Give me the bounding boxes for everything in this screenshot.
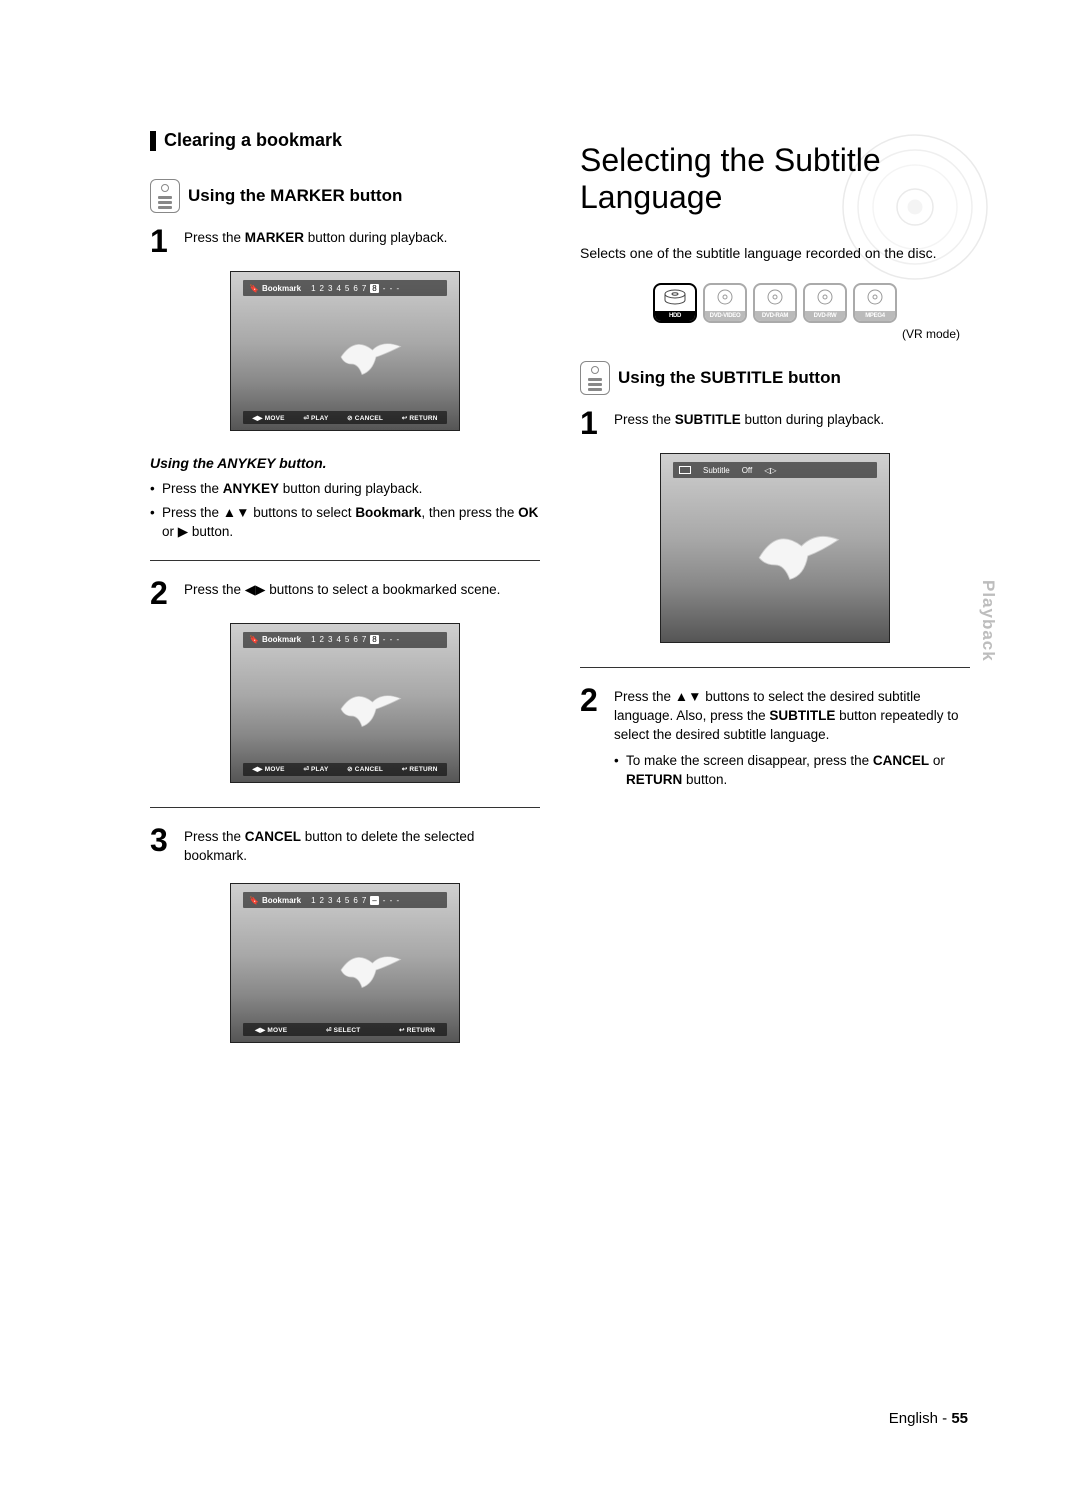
vr-mode-note: (VR mode) <box>580 327 970 341</box>
anykey-subheading: Using the ANYKEY button. <box>150 455 540 471</box>
bullet: Press the ANYKEY button during playback. <box>162 479 540 499</box>
osd-top: 🔖Bookmark 1234567–- - - <box>243 892 447 908</box>
step-number: 1 <box>580 407 604 439</box>
osd-nums: 12345678- - - <box>311 635 400 644</box>
t: CANCEL <box>245 829 301 844</box>
badge-mpeg4: MPEG4 <box>853 283 897 323</box>
bullet: Press the ▲▼ buttons to select Bookmark,… <box>162 503 540 542</box>
bird-graphic <box>334 945 404 995</box>
osd-top: 🔖Bookmark 12345678- - - <box>243 632 447 648</box>
heading-text: Clearing a bookmark <box>164 130 342 151</box>
osd-bottom: ◀▶ MOVE ⏎ PLAY ⊘ CANCEL ↩ RETURN <box>243 763 447 776</box>
osd-top: Subtitle Off ◁▷ <box>673 462 877 478</box>
title-line-2: Language <box>580 179 722 215</box>
section-heading-clearing: Clearing a bookmark <box>150 130 540 151</box>
manual-page: Clearing a bookmark Using the MARKER but… <box>0 0 1080 1127</box>
main-title: Selecting the Subtitle Language <box>580 142 970 216</box>
right-column: Selecting the Subtitle Language Selects … <box>580 130 970 1067</box>
osd-bottom: ◀▶ MOVE ⏎ PLAY ⊘ CANCEL ↩ RETURN <box>243 411 447 424</box>
format-badges: HDD DVD-VIDEO DVD-RAM DVD-RW MPEG4 <box>580 283 970 341</box>
right-step-2: 2 Press the ▲▼ buttons to select the des… <box>580 684 970 794</box>
t: SUBTITLE <box>769 708 835 723</box>
bullet: To make the screen disappear, press the … <box>626 751 970 790</box>
t: button during playback. <box>741 412 884 427</box>
title-line-1: Selecting the Subtitle <box>580 142 881 178</box>
t: SUBTITLE <box>675 412 741 427</box>
bird-graphic <box>752 520 842 590</box>
t: MARKER <box>245 230 304 245</box>
description: Selects one of the subtitle language rec… <box>580 244 970 264</box>
screenshot-bookmark-1: 🔖Bookmark 12345678- - - ◀▶ MOVE ⏎ PLAY ⊘… <box>230 271 460 431</box>
step-body: Press the ◀▶ buttons to select a bookmar… <box>184 577 540 609</box>
footer-sep: - <box>938 1410 951 1427</box>
marker-heading-text: Using the MARKER button <box>188 186 402 206</box>
step-number: 3 <box>150 824 174 870</box>
step-number: 2 <box>150 577 174 609</box>
left-column: Clearing a bookmark Using the MARKER but… <box>150 130 540 1067</box>
step-body: Press the MARKER button during playback. <box>184 225 540 257</box>
bird-graphic <box>334 684 404 734</box>
footer-page: 55 <box>951 1410 968 1427</box>
subtitle-heading-text: Using the SUBTITLE button <box>618 368 841 388</box>
remote-icon <box>580 361 610 395</box>
screenshot-bookmark-2: 🔖Bookmark 12345678- - - ◀▶ MOVE ⏎ PLAY ⊘… <box>230 623 460 783</box>
step-number: 2 <box>580 684 604 794</box>
bird-graphic <box>334 332 404 382</box>
osd-label: Subtitle <box>703 466 730 475</box>
osd-top: 🔖Bookmark 12345678- - - <box>243 280 447 296</box>
osd-bottom: ◀▶ MOVE ⏎ SELECT ↩ RETURN <box>243 1023 447 1036</box>
footer-lang: English <box>889 1410 938 1427</box>
left-step-1: 1 Press the MARKER button during playbac… <box>150 225 540 257</box>
divider <box>150 807 540 808</box>
page-footer: English - 55 <box>0 1410 968 1427</box>
t: button during playback. <box>304 230 447 245</box>
t: Press the <box>614 412 675 427</box>
marker-heading: Using the MARKER button <box>150 179 540 213</box>
badge-dvd-rw: DVD-RW <box>803 283 847 323</box>
remote-icon <box>150 179 180 213</box>
divider <box>580 667 970 668</box>
subtitle-osd-icon <box>679 466 691 474</box>
subtitle-heading: Using the SUBTITLE button <box>580 361 970 395</box>
badge-dvd-ram: DVD-RAM <box>753 283 797 323</box>
osd-label: 🔖Bookmark <box>249 635 301 644</box>
osd-arrows: ◁▷ <box>764 466 776 475</box>
osd-label: 🔖Bookmark <box>249 896 301 905</box>
divider <box>150 560 540 561</box>
osd-nums: 12345678- - - <box>311 284 400 293</box>
badge-dvd-video: DVD-VIDEO <box>703 283 747 323</box>
step-number: 1 <box>150 225 174 257</box>
left-step-2: 2 Press the ◀▶ buttons to select a bookm… <box>150 577 540 609</box>
osd-value: Off <box>742 466 753 475</box>
osd-nums: 1234567–- - - <box>311 896 400 905</box>
t: Press the ◀▶ buttons to select a bookmar… <box>184 581 540 600</box>
t: Press the <box>184 829 245 844</box>
t: Press the <box>184 230 245 245</box>
step-body: Press the ▲▼ buttons to select the desir… <box>614 684 970 794</box>
badge-hdd: HDD <box>653 283 697 323</box>
left-step-3: 3 Press the CANCEL button to delete the … <box>150 824 540 870</box>
screenshot-bookmark-3: 🔖Bookmark 1234567–- - - ◀▶ MOVE ⏎ SELECT… <box>230 883 460 1043</box>
anykey-bullets: Press the ANYKEY button during playback.… <box>150 479 540 542</box>
right-step-1: 1 Press the SUBTITLE button during playb… <box>580 407 970 439</box>
heading-bar <box>150 131 156 151</box>
osd-label: 🔖Bookmark <box>249 284 301 293</box>
screenshot-subtitle: Subtitle Off ◁▷ <box>660 453 890 643</box>
step-body: Press the CANCEL button to delete the se… <box>184 824 540 870</box>
side-tab-playback: Playback <box>978 580 998 662</box>
step-body: Press the SUBTITLE button during playbac… <box>614 407 970 439</box>
